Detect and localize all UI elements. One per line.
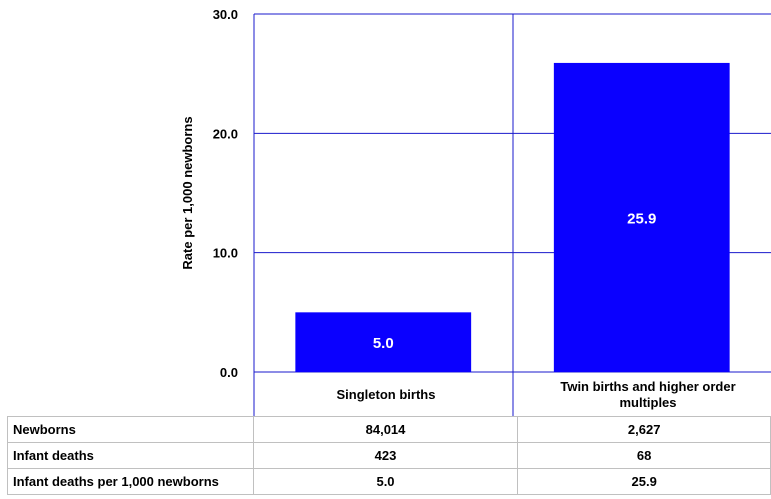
bar-chart: 5.0 25.9 0.0 10.0 20.0 30.0 Rate per 1,000 n…: [180, 7, 771, 416]
row-label: Newborns: [7, 416, 254, 443]
bar-value-label: 5.0: [373, 335, 394, 352]
y-tick-label: 20.0: [213, 126, 238, 141]
table-row: Newborns 84,014 2,627: [7, 416, 771, 443]
y-tick-label: 30.0: [213, 7, 238, 22]
row-label: Infant deaths: [7, 442, 254, 469]
table-row: Infant deaths 423 68: [7, 442, 771, 469]
y-tick-label: 0.0: [220, 365, 238, 380]
table-cell: 84,014: [252, 416, 519, 443]
y-axis-label: Rate per 1,000 newborns: [180, 116, 195, 269]
table-cell: 5.0: [252, 468, 519, 495]
table-cell: 2,627: [517, 416, 771, 443]
y-tick-label: 10.0: [213, 246, 238, 261]
table-cell: 25.9: [517, 468, 771, 495]
table-cell: 423: [252, 442, 519, 469]
category-label-multiples: Twin births and higher order multiples: [560, 379, 736, 410]
table-row: Infant deaths per 1,000 newborns 5.0 25.…: [7, 468, 771, 495]
bar: [295, 312, 472, 372]
bars: 5.0 25.9: [295, 62, 730, 372]
bar: [553, 62, 730, 372]
category-label-singleton: Singleton births: [336, 387, 436, 402]
table-cell: 68: [517, 442, 771, 469]
data-table: Newborns 84,014 2,627 Infant deaths 423 …: [7, 416, 771, 495]
y-tick-labels: 0.0 10.0 20.0 30.0: [213, 7, 238, 380]
bar-value-label: 25.9: [627, 210, 656, 227]
row-label: Infant deaths per 1,000 newborns: [7, 468, 254, 495]
